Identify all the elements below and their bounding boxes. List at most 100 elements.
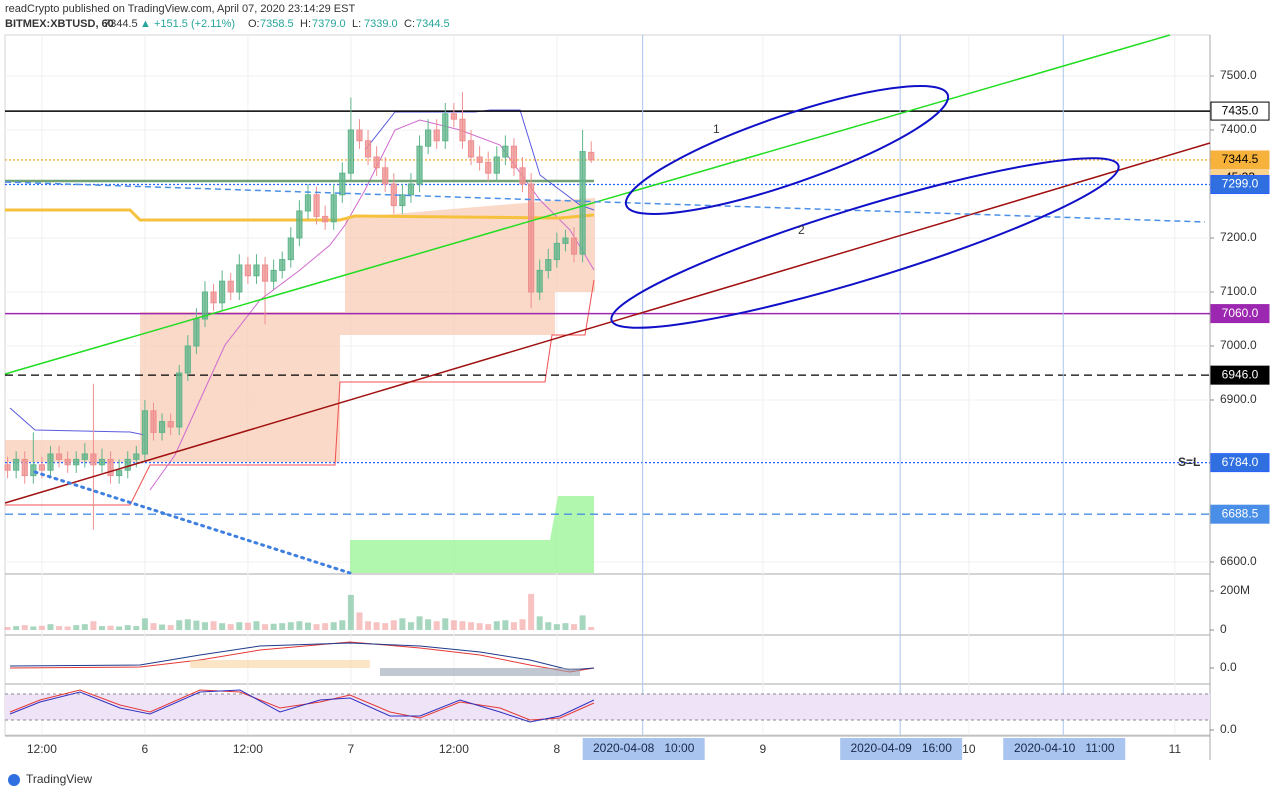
- volume-bar: [322, 623, 329, 630]
- volume-bar: [545, 622, 552, 630]
- candle-body: [21, 458, 28, 477]
- cloud-bearish: [5, 198, 595, 462]
- volume-bar: [485, 624, 492, 630]
- candle-body: [579, 151, 586, 255]
- volume-tick-label: 200M: [1220, 583, 1250, 597]
- candle-body: [425, 129, 432, 147]
- price-label-box: [1210, 365, 1270, 385]
- candle-body: [158, 421, 166, 433]
- price-label-box: [1210, 304, 1270, 324]
- volume-bar: [339, 620, 346, 630]
- volume-bar: [562, 623, 569, 630]
- candle-body: [210, 291, 217, 304]
- y-tick-label: 7400.0: [1220, 122, 1257, 136]
- candle-body: [107, 458, 114, 477]
- candle-body: [81, 453, 88, 460]
- x-tick-label: 12:00: [27, 742, 57, 756]
- volume-bar: [365, 621, 372, 630]
- candle-body: [485, 161, 492, 174]
- volume-bar: [296, 621, 303, 630]
- volume-bar: [184, 619, 191, 630]
- macd-histogram: [380, 668, 580, 676]
- candle-body: [356, 129, 363, 142]
- price-change: ▲ +151.5 (+2.11%): [140, 18, 235, 30]
- candle-body: [201, 291, 209, 320]
- volume-bar: [30, 626, 37, 630]
- volume-bar: [416, 616, 423, 630]
- candle-body: [339, 172, 346, 196]
- volume-bar: [347, 594, 354, 630]
- price-label-box: [1210, 453, 1270, 473]
- volume-bar: [373, 622, 380, 630]
- logo: [8, 774, 20, 786]
- candle-body: [90, 453, 97, 466]
- volume-bar: [270, 623, 277, 630]
- volume-bar: [210, 621, 217, 630]
- volume-bar: [425, 619, 432, 630]
- volume-bar: [450, 620, 457, 630]
- volume-bar: [133, 626, 140, 630]
- volume-bar: [468, 622, 475, 630]
- y-tick-label: 7200.0: [1220, 230, 1257, 244]
- ohlc-label: H:: [300, 18, 311, 30]
- trendline-green: [4, 34, 1171, 375]
- candle-body: [382, 167, 389, 185]
- last-price: 7344.5: [104, 18, 138, 30]
- x-tick-label: 8: [554, 742, 561, 756]
- volume-bar: [253, 621, 260, 630]
- candle-body: [313, 194, 320, 217]
- candle-body: [116, 469, 123, 477]
- volume-bar: [21, 625, 28, 630]
- candle-body: [4, 464, 11, 471]
- candle-body: [38, 464, 46, 471]
- price-label: 6946.0: [1222, 367, 1259, 381]
- volume-bar: [330, 622, 337, 630]
- volume-bar: [571, 624, 578, 630]
- volume-bar: [502, 620, 509, 630]
- candle-body: [545, 259, 552, 271]
- time-markers: [642, 35, 1064, 735]
- candle-body: [253, 264, 260, 277]
- y-tick-label: 7000.0: [1220, 338, 1257, 352]
- candle-body: [296, 210, 303, 239]
- symbol: BITMEX:XBTUSD, 60: [5, 18, 114, 30]
- volume-bar: [107, 625, 114, 630]
- candle-body: [433, 129, 440, 142]
- candle-body: [150, 410, 157, 433]
- volume-bar: [313, 624, 320, 630]
- candle-body: [98, 458, 106, 466]
- volume-bar: [150, 623, 157, 630]
- volume-bar: [98, 626, 105, 630]
- volume-bar: [588, 627, 595, 630]
- price-label: 7435.0: [1222, 103, 1259, 117]
- volume-bar: [193, 620, 200, 630]
- price-label: 7344.5: [1222, 152, 1259, 166]
- y-tick-label: 6600.0: [1220, 554, 1257, 568]
- candle-body: [416, 145, 423, 185]
- volume-bar: [553, 624, 560, 630]
- candle-body: [510, 145, 518, 169]
- volume-bar: [4, 627, 11, 630]
- volume-bar: [236, 622, 243, 630]
- volume-bar: [56, 626, 63, 630]
- ohlc-label: C:: [404, 18, 415, 30]
- volume-bar: [201, 622, 208, 630]
- candle-body: [364, 140, 372, 158]
- volume-bar: [476, 623, 483, 630]
- candle-body: [322, 215, 329, 223]
- stoch-band: [5, 694, 1210, 720]
- candle-body: [287, 237, 294, 261]
- x-tick-label: 12:00: [233, 742, 263, 756]
- volume-bar: [433, 621, 440, 630]
- macd-line: [9, 642, 595, 671]
- volume-bar: [38, 625, 45, 630]
- candle-body: [502, 145, 509, 158]
- ohlc-label: O:: [248, 18, 260, 30]
- volume-bar: [356, 612, 363, 630]
- candle-body: [442, 113, 449, 142]
- volume-tick-label: 0: [1220, 622, 1227, 636]
- trendline-red: [4, 142, 1211, 504]
- y-tick-label: 7100.0: [1220, 284, 1257, 298]
- price-levels: S=L: [5, 110, 1210, 515]
- pane-tick-label: 0.0: [1220, 722, 1237, 736]
